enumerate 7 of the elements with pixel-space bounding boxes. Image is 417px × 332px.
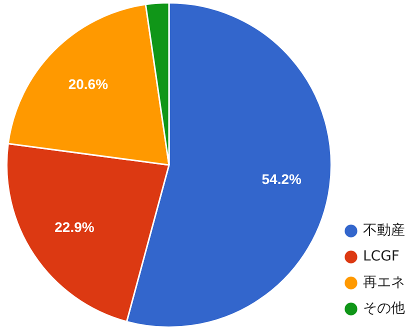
legend-label: その他 <box>363 300 405 317</box>
data-label: 20.6% <box>68 76 109 92</box>
legend-label: 再エネ <box>363 274 405 291</box>
legend-label: 不動産 <box>363 222 405 239</box>
data-label: 22.9% <box>54 218 95 235</box>
legend-label: LCGF <box>363 248 400 265</box>
data-label: 54.2% <box>262 170 302 187</box>
